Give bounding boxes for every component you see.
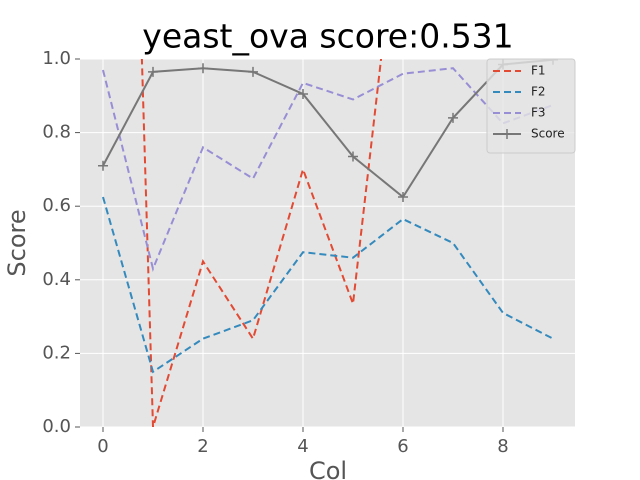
x-axis-label: Col	[309, 457, 347, 480]
y-tick-label: 0.2	[42, 342, 71, 363]
x-tick-label: 4	[297, 436, 308, 457]
x-tick-label: 2	[197, 436, 208, 457]
series-line	[102, 59, 554, 199]
legend-label: F2	[531, 85, 546, 99]
point-marker	[398, 192, 408, 202]
point-marker	[248, 66, 258, 77]
y-tick-label: 1.0	[42, 48, 71, 69]
series-line	[102, 67, 554, 272]
y-tick-label: 0.0	[42, 416, 71, 437]
x-tick-label: 0	[97, 436, 108, 457]
legend-marker	[502, 129, 512, 139]
point-marker	[148, 66, 158, 77]
chart-title: yeast_ova score:0.531	[142, 17, 513, 56]
y-axis-label: Score	[3, 209, 31, 276]
point-marker	[98, 160, 108, 171]
legend-label: F1	[531, 64, 546, 78]
legend-label: F3	[531, 106, 546, 120]
x-tick-label: 6	[397, 436, 408, 457]
point-marker	[448, 112, 458, 123]
point-marker	[348, 151, 358, 162]
x-tick-label: 8	[497, 436, 508, 457]
legend-box	[486, 58, 576, 154]
y-tick-label: 0.8	[42, 122, 71, 143]
y-tick-label: 0.4	[42, 269, 71, 290]
point-marker	[298, 88, 308, 99]
legend-label: Score	[531, 127, 565, 141]
point-marker	[198, 63, 208, 74]
series-line	[102, 196, 554, 374]
y-tick-label: 0.6	[42, 195, 71, 216]
